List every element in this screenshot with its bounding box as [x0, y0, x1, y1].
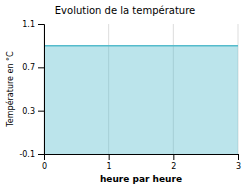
tick: 3 — [236, 154, 241, 171]
tick-mark — [38, 111, 44, 112]
tick: 0.3 — [22, 107, 44, 116]
tick-label: 3 — [236, 162, 241, 171]
tick-label: 0.7 — [22, 63, 35, 72]
title: Evolution de la température — [55, 5, 195, 16]
x-label: heure par heure — [100, 174, 182, 184]
tick-label: -0.1 — [19, 150, 35, 159]
tick: 1.1 — [22, 20, 44, 29]
tick: -0.1 — [19, 150, 44, 159]
tick-mark — [173, 154, 174, 160]
tick-label: 1 — [107, 162, 112, 171]
y-label: Température en °C — [5, 51, 15, 128]
tick-label: 1.1 — [22, 20, 35, 29]
tick-mark — [38, 154, 44, 155]
chart: 0 1 2 3 -0.1 0.3 0.7 1.1 Evolution de la tempéra… — [0, 0, 250, 188]
tick: 2 — [171, 154, 176, 171]
tick-label: 0 — [42, 162, 47, 171]
tick-mark — [238, 154, 239, 160]
tick-mark — [109, 154, 110, 160]
tick-mark — [38, 67, 44, 68]
tick-label: 2 — [171, 162, 176, 171]
tick: 0.7 — [22, 63, 44, 72]
axis-line — [38, 25, 45, 155]
grid — [44, 24, 238, 154]
y-axis: -0.1 0.3 0.7 1.1 — [19, 20, 44, 159]
tick-mark — [38, 24, 44, 25]
tick: 0 — [42, 154, 47, 171]
line — [44, 45, 238, 47]
axis-line — [45, 155, 239, 161]
plot: 0 1 2 3 -0.1 0.3 0.7 1.1 — [19, 20, 241, 171]
tick-label: 0.3 — [22, 107, 35, 116]
x-axis: 0 1 2 3 — [42, 154, 241, 171]
marks — [44, 46, 238, 154]
area — [44, 46, 238, 154]
tick: 1 — [107, 154, 112, 171]
